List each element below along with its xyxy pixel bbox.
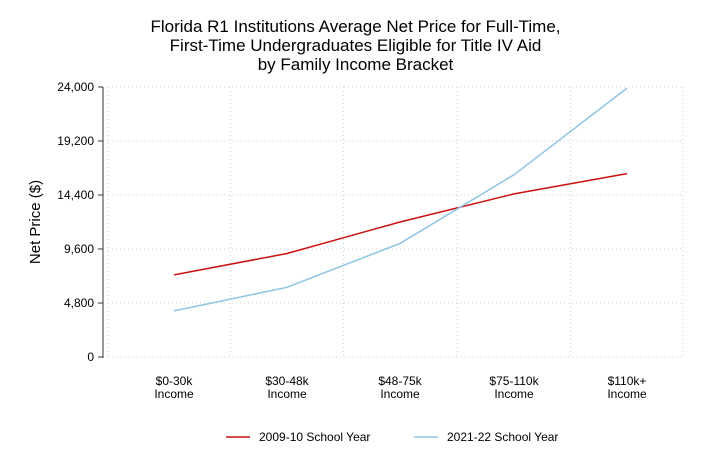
x-tick-label-sub: Income (607, 387, 647, 401)
y-tick-label: 0 (87, 350, 94, 364)
y-tick-label: 24,000 (57, 80, 94, 94)
series-lines (173, 87, 628, 312)
y-tick-label: 19,200 (57, 134, 94, 148)
y-tick-label: 14,400 (57, 188, 94, 202)
series-line-2 (173, 87, 628, 312)
x-tick-label: $0-30k (156, 374, 194, 388)
x-axis: $0-30kIncome$30-48kIncome$48-75kIncome$7… (154, 374, 647, 401)
y-tick-label: 4,800 (64, 296, 94, 310)
series-line-1 (173, 172, 628, 276)
legend-label-1: 2009-10 School Year (259, 430, 370, 444)
x-tick-label: $75-110k (489, 374, 539, 388)
x-tick-label-sub: Income (267, 387, 307, 401)
y-tick-label: 9,600 (64, 242, 94, 256)
y-axis: 0 4,800 9,600 14,400 19,200 24,000 Net Price (… (27, 80, 104, 364)
x-tick-label-sub: Income (494, 387, 534, 401)
legend: 2009-10 School Year 2021-22 School Year (226, 430, 558, 444)
x-tick-label-sub: Income (154, 387, 194, 401)
x-tick-label: $110k+ (608, 374, 647, 388)
chart-title-line-2: First-Time Undergraduates Eligible for T… (169, 36, 542, 55)
chart-title-line-1: Florida R1 Institutions Average Net Pric… (150, 17, 561, 36)
y-axis-label: Net Price ($) (27, 180, 44, 264)
chart-title-line-3: by Family Income Bracket (257, 55, 454, 74)
x-tick-label: $30-48k (265, 374, 309, 388)
legend-label-2: 2021-22 School Year (447, 430, 558, 444)
x-tick-label-sub: Income (380, 387, 420, 401)
gridlines (107, 86, 684, 358)
x-tick-label: $48-75k (378, 374, 422, 388)
